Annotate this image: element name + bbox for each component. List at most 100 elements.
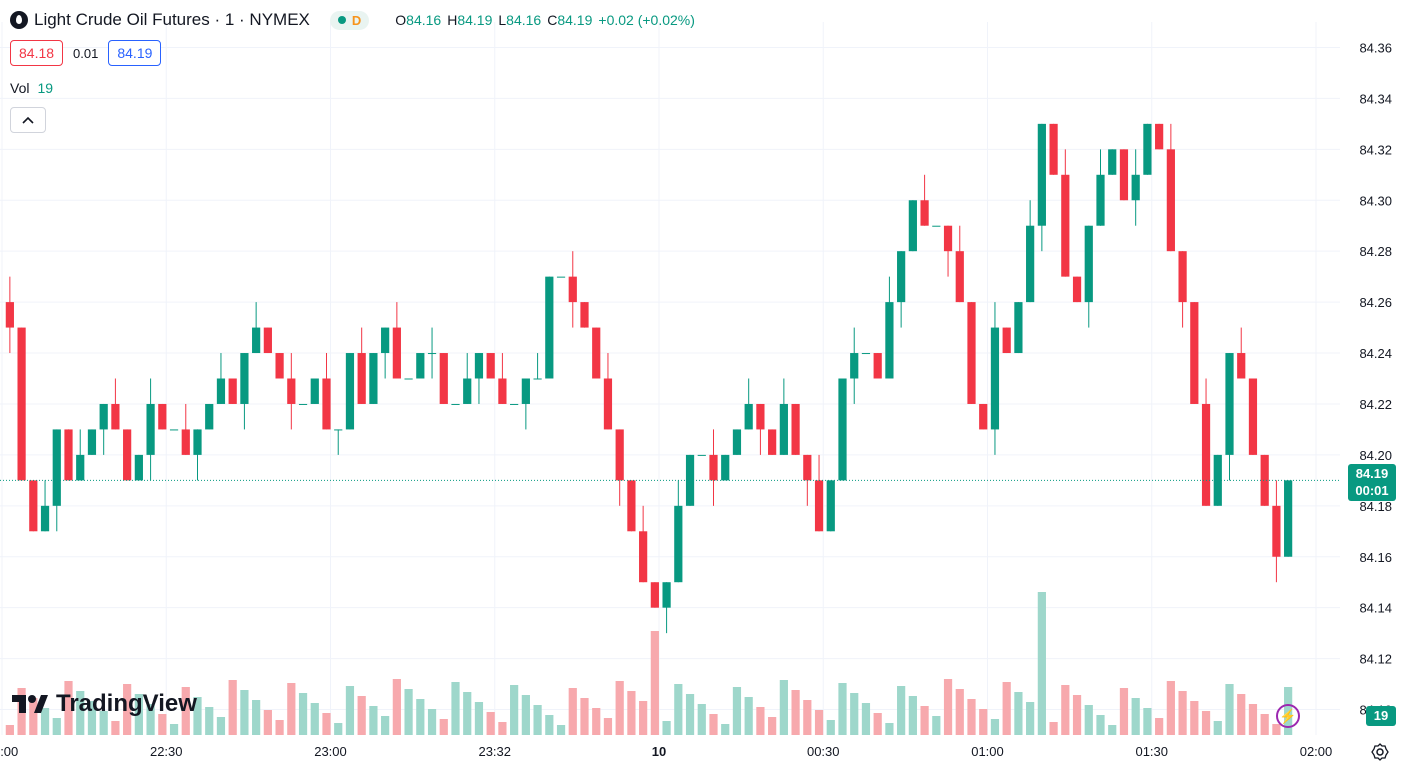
settings-gear-icon[interactable] [1368,740,1392,764]
buy-price-button[interactable]: 84.19 [108,40,162,66]
candle-body [76,454,85,481]
candle-body [99,403,108,430]
volume-bar [779,680,788,735]
candle-body [134,454,143,481]
volume-bar [1237,694,1246,735]
price-tick-label: 84.18 [1359,499,1392,514]
candle-body [721,454,730,481]
candle-body [556,276,566,278]
volume-bar [1119,688,1129,735]
time-tick-label: 01:30 [1135,744,1168,759]
chevron-up-icon [22,116,34,124]
volume-bar [967,699,976,735]
last-price-badge: 84.19 00:01 [1348,464,1396,501]
volume-value: 19 [37,80,54,96]
volume-label: Vol [10,80,30,96]
candle-body [674,505,683,583]
volume-bar [897,686,906,735]
candle-body [205,403,214,430]
candle-body [662,582,671,608]
candle-body [345,353,355,430]
volume-bar [568,688,577,735]
price-tick-label: 84.16 [1359,550,1392,565]
symbol-title[interactable]: Light Crude Oil Futures · 1 · NYMEX [34,10,310,29]
candle-body [861,353,871,355]
candle-body [451,403,460,405]
volume-bar [920,706,929,735]
volume-bar [1260,714,1269,735]
time-tick-label: 02:00 [1300,744,1333,759]
candle-body [17,327,26,481]
volume-bar [744,697,753,735]
last-price-value: 84.19 [1355,466,1389,481]
volume-bar [1049,722,1058,735]
volume-bars [5,592,1293,735]
volume-bar [381,716,390,735]
candle-body [193,429,202,455]
volume-bar [134,694,143,735]
candle-body [228,378,237,404]
candle-body [216,378,226,404]
volume-bar [1155,718,1164,735]
candle-body [158,403,167,430]
volume-bar [955,689,964,735]
ohlc-value: 84.19 [557,12,593,28]
volume-legend: Vol 19 [10,80,53,96]
interval-badge: D [351,12,362,28]
volume-bar [1213,721,1222,735]
time-tick-label: 22:30 [150,744,183,759]
volume-bar [298,693,308,735]
tradingview-logo[interactable]: TradingView [12,690,197,718]
candle-body [334,429,343,431]
candle-body [1061,174,1070,277]
volume-bar [334,723,343,735]
volume-bar [1072,695,1082,735]
candle-body [791,403,800,455]
candle-body [287,378,296,404]
candle-body [1026,225,1035,303]
lightning-icon[interactable]: ⚡ [1276,704,1300,728]
candle-body [1260,454,1269,506]
ohlc-key: O [395,12,407,28]
volume-bar [310,703,319,735]
market-status[interactable]: D [329,10,370,30]
volume-bar [498,722,507,735]
candle-body [885,302,894,379]
volume-bar [1225,684,1234,735]
volume-bar [52,718,61,735]
volume-bar [263,710,272,735]
volume-bar [5,725,14,735]
volume-bar [1272,724,1281,735]
volume-bar [275,720,284,735]
market-open-dot-icon [337,16,346,24]
volume-bar [29,698,38,735]
collapse-legend-button[interactable] [10,107,46,133]
candle-body [732,429,742,455]
volume-bar [545,715,554,735]
candle-body [521,378,530,404]
ohlc-value: 84.19 [457,12,493,28]
volume-bar [146,704,155,735]
candle-body [510,403,519,405]
volume-bar [533,705,542,735]
volume-bar [439,719,448,735]
candle-body [1272,505,1281,557]
volume-bar [1201,711,1211,735]
volume-bar [64,681,73,735]
volume-bar [1061,685,1070,735]
candle-body [1248,378,1258,455]
last-volume-badge: 19 [1366,706,1396,726]
candle-body [709,454,718,481]
candle-body [416,353,425,379]
volume-bar [451,682,460,735]
candle-body [568,276,577,303]
candle-body [779,403,788,455]
volume-bar [345,686,355,735]
candle-body [873,353,882,379]
time-tick-label: 23:32 [478,744,511,759]
candle-body [979,403,988,430]
sell-price-button[interactable]: 84.18 [10,40,64,66]
volume-bar [814,710,824,735]
oil-drop-icon [10,11,28,29]
